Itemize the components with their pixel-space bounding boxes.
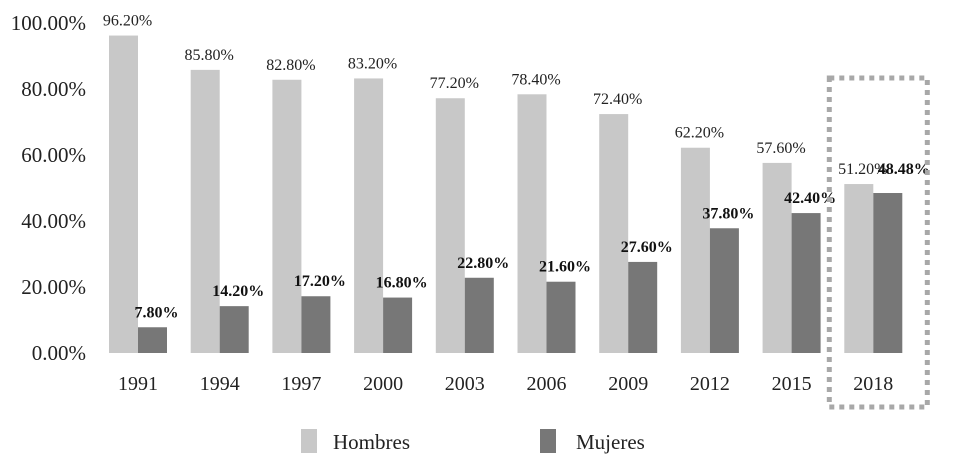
bar-hombres-1991 <box>109 35 138 353</box>
bar-mujeres-2009 <box>628 261 658 353</box>
value-label-mujeres-1991: 7.80% <box>135 304 179 321</box>
bar-hombres-2018 <box>844 184 874 353</box>
bar-mujeres-2003 <box>464 277 494 353</box>
bar-mujeres-1991 <box>138 327 167 353</box>
y-tick-label: 100.00% <box>11 11 86 35</box>
bar-mujeres-1997 <box>301 296 331 353</box>
legend-swatch-mujeres <box>540 429 556 453</box>
value-label-hombres-1997: 82.80% <box>266 57 315 74</box>
value-label-hombres-2003: 77.20% <box>430 75 479 92</box>
bar-hombres-1997 <box>272 79 302 353</box>
value-label-hombres-1991: 96.20% <box>103 13 152 30</box>
y-axis: 0.00% 20.00% 40.00% 60.00% 80.00% 100.00% <box>11 11 86 365</box>
y-tick-label: 60.00% <box>21 143 86 167</box>
value-label-mujeres-2009: 27.60% <box>621 239 673 256</box>
bar-hombres-2003 <box>435 98 465 354</box>
value-label-hombres-2006: 78.40% <box>511 71 560 88</box>
value-label-hombres-2012: 62.20% <box>675 125 724 142</box>
x-tick-label: 2015 <box>772 373 812 395</box>
highlight-box-2018 <box>826 75 930 410</box>
value-label-hombres-2009: 72.40% <box>593 91 642 108</box>
x-axis: 1991 1994 1997 2000 2003 2006 2009 2012 2015 2018 <box>118 373 893 395</box>
legend-swatch-hombres <box>301 429 317 453</box>
value-label-mujeres-1997: 17.20% <box>294 273 346 290</box>
x-tick-label: 1991 <box>118 373 158 395</box>
value-label-hombres-2015: 57.60% <box>756 140 805 157</box>
bar-mujeres-2006 <box>546 281 576 353</box>
bar-hombres-2006 <box>517 94 547 353</box>
bar-mujeres-2000 <box>383 297 413 353</box>
value-label-hombres-1994: 85.80% <box>185 47 234 64</box>
x-tick-label: 1997 <box>281 373 321 395</box>
value-label-hombres-2000: 83.20% <box>348 55 397 72</box>
bar-hombres-2009 <box>599 114 629 353</box>
value-label-hombres-2018: 51.20% <box>838 161 887 178</box>
y-tick-label: 80.00% <box>21 77 86 101</box>
x-tick-label: 2003 <box>445 373 485 395</box>
value-label-mujeres-2018: 48.48% <box>878 161 930 178</box>
x-tick-label: 2012 <box>690 373 730 395</box>
value-label-mujeres-2003: 22.80% <box>457 255 509 272</box>
legend-label-hombres: Hombres <box>333 430 410 454</box>
legend-label-mujeres: Mujeres <box>576 430 645 454</box>
x-tick-label: 1994 <box>200 373 240 395</box>
value-label-mujeres-1994: 14.20% <box>212 283 264 300</box>
bar-hombres-2000 <box>354 78 384 353</box>
value-label-mujeres-2012: 37.80% <box>702 205 754 222</box>
bar-hombres-2015 <box>762 162 792 353</box>
bar-mujeres-2012 <box>709 228 739 353</box>
bar-hombres-1994 <box>190 69 220 354</box>
value-label-mujeres-2006: 21.60% <box>539 259 591 276</box>
bar-mujeres-2015 <box>791 213 821 353</box>
x-tick-label: 2006 <box>527 373 567 395</box>
x-tick-label: 2009 <box>608 373 648 395</box>
y-tick-label: 40.00% <box>21 209 86 233</box>
y-tick-label: 0.00% <box>32 341 86 365</box>
bar-hombres-2012 <box>680 147 710 353</box>
value-label-mujeres-2015: 42.40% <box>784 190 836 207</box>
value-labels: 96.20% 7.80% 85.80% 14.20% 82.80% 17.20% 83.20… <box>103 13 930 322</box>
legend: Hombres Mujeres <box>301 429 645 454</box>
y-tick-label: 20.00% <box>21 275 86 299</box>
x-tick-label: 2018 <box>853 373 893 395</box>
bar-mujeres-1994 <box>219 306 249 353</box>
bars-group <box>109 35 903 354</box>
value-label-mujeres-2000: 16.80% <box>376 275 428 292</box>
bar-mujeres-2018 <box>873 193 903 353</box>
x-tick-label: 2000 <box>363 373 403 395</box>
